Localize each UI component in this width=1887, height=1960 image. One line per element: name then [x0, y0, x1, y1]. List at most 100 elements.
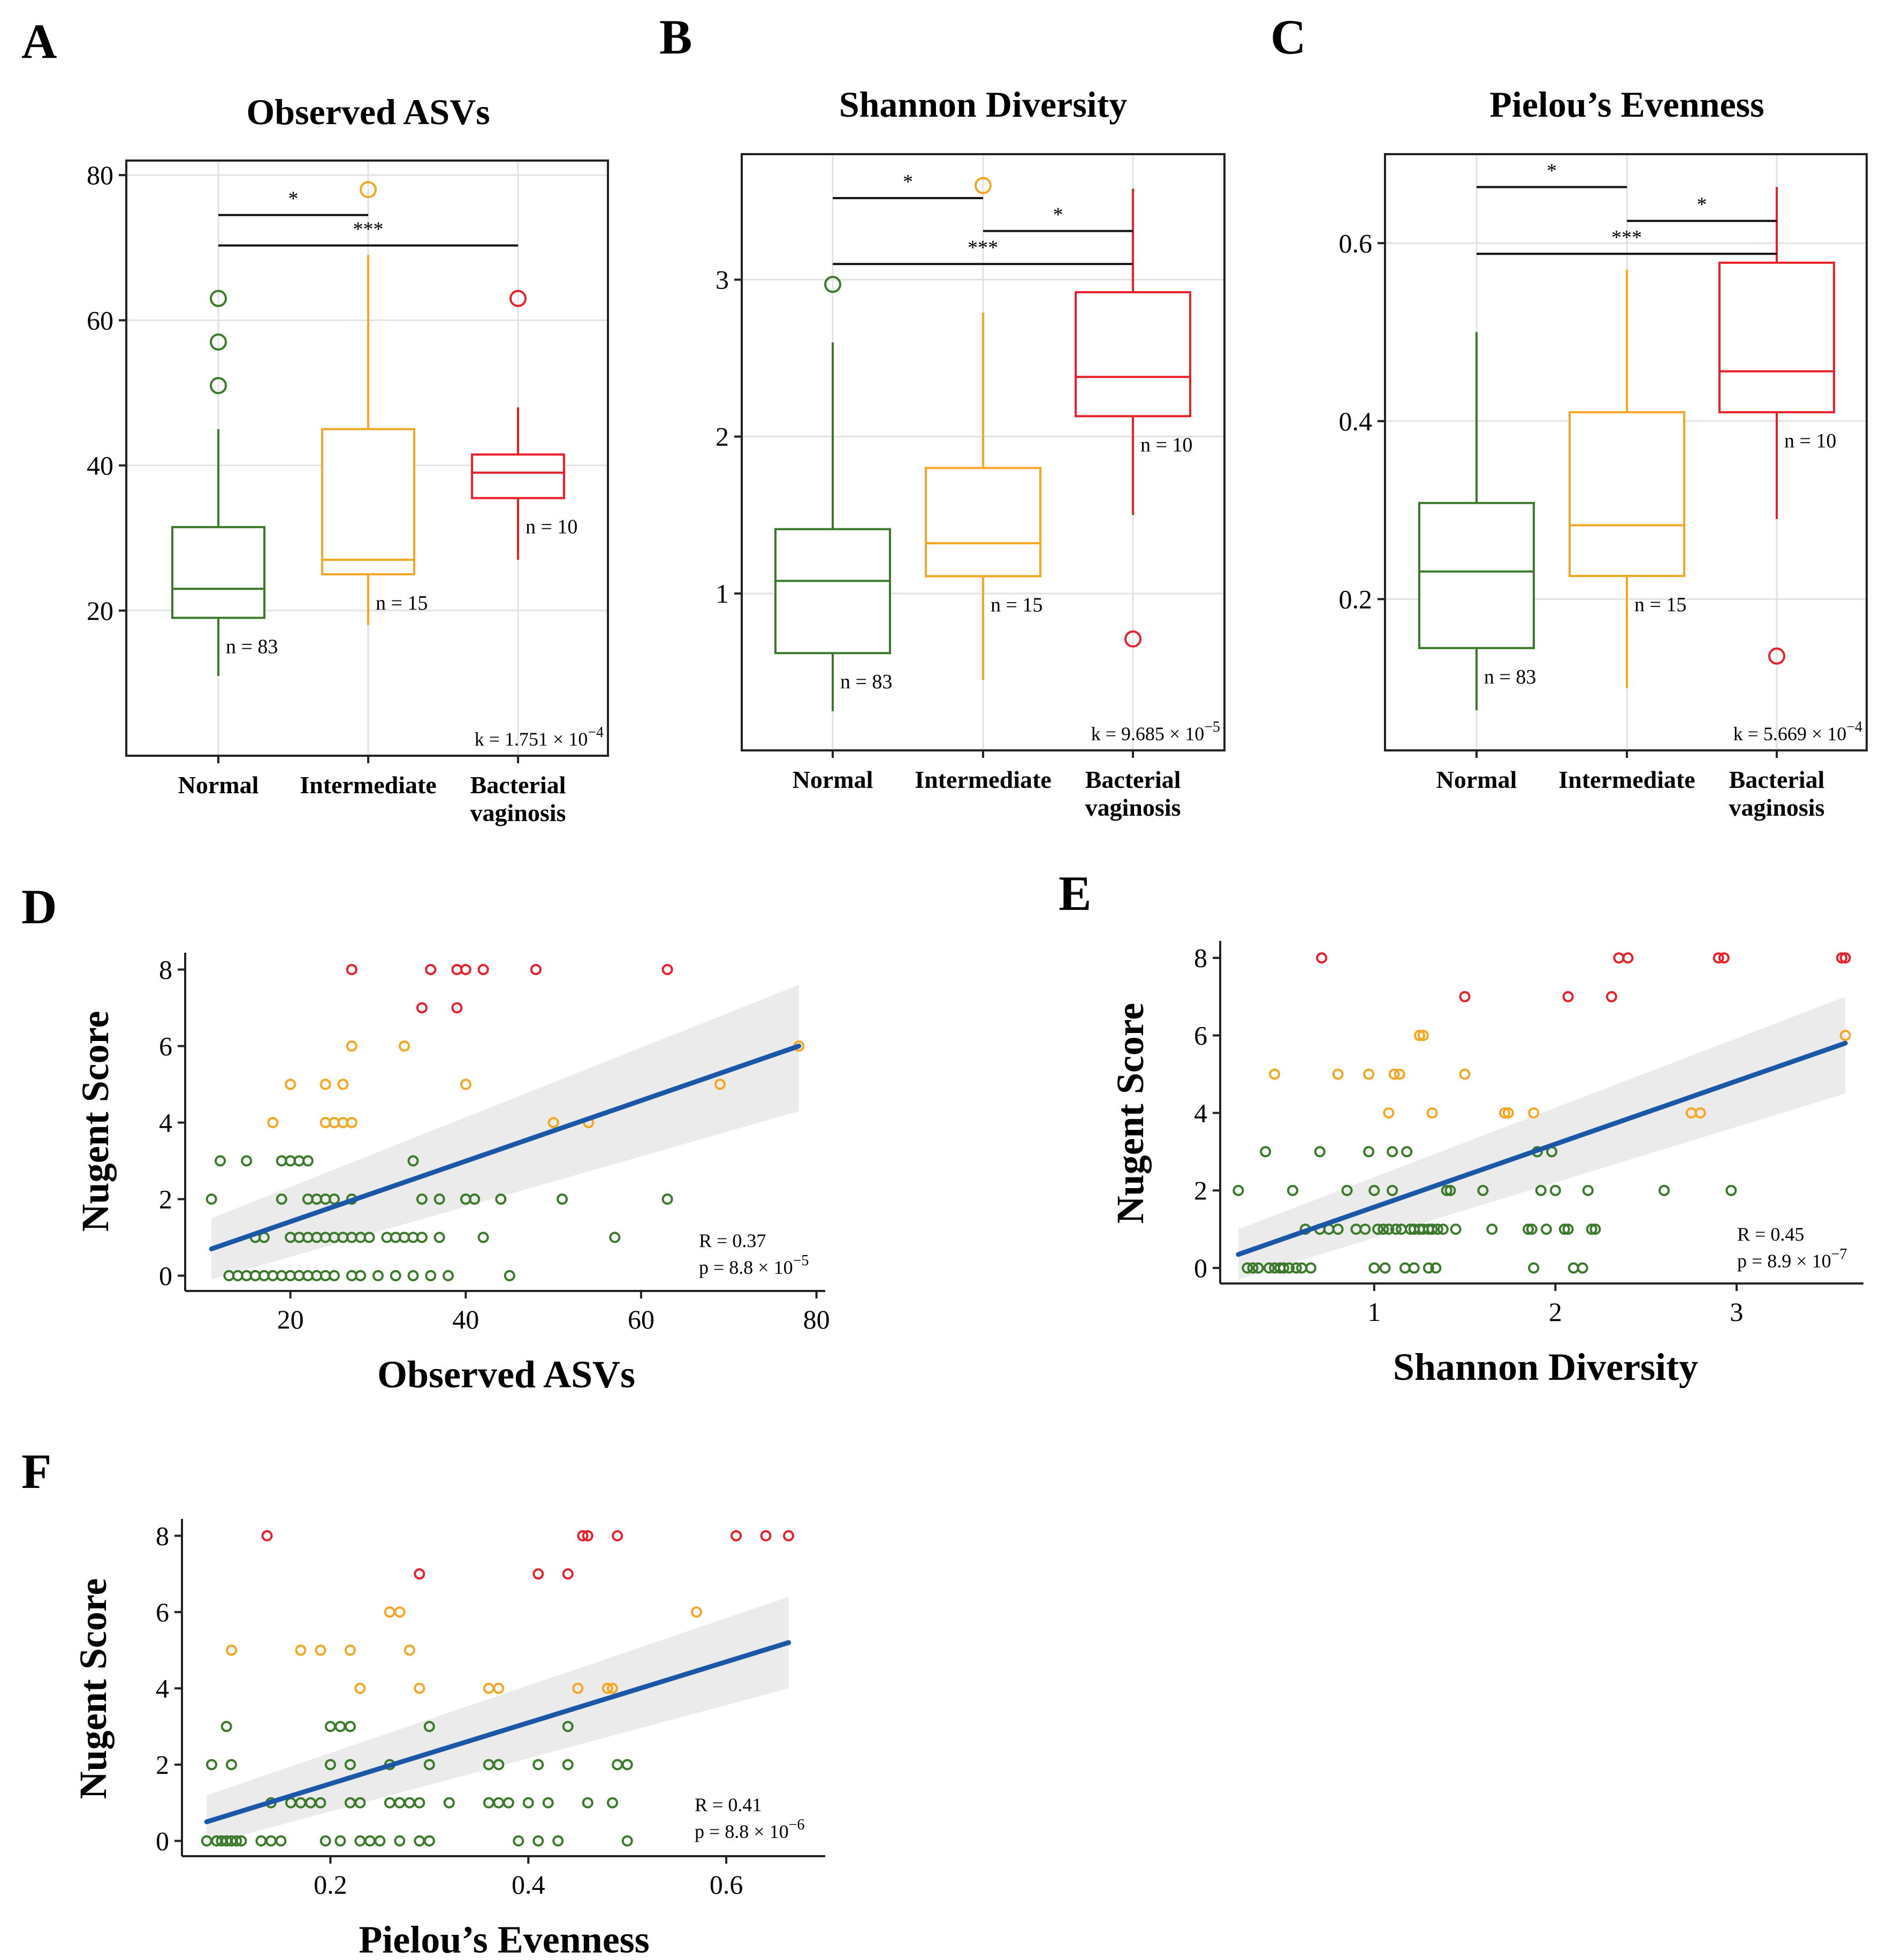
data-point-normal — [231, 1835, 242, 1847]
plot-area: 20 40 60 80 Normal Intermediate Bacterial vagin… — [87, 159, 609, 826]
data-point-normal — [355, 1270, 367, 1281]
panel-letter: C — [1270, 10, 1306, 64]
data-point-intermediate — [714, 1078, 726, 1090]
data-point-normal — [1290, 1262, 1302, 1274]
data-point-normal — [609, 1232, 621, 1243]
data-point-intermediate — [691, 1606, 703, 1618]
data-point-normal — [477, 1232, 489, 1243]
x-tick-label: 2 — [1549, 1297, 1562, 1327]
data-point-normal — [423, 1835, 435, 1847]
data-point-normal — [495, 1193, 507, 1205]
sample-size-label: n = 15 — [1634, 594, 1686, 616]
data-point-bv — [261, 1530, 273, 1541]
box — [1418, 502, 1535, 649]
confidence-band — [207, 1597, 789, 1845]
plot-area: 0 2 4 6 8 1 2 3 — [1194, 941, 1863, 1327]
category-label-line: Bacterial — [1085, 766, 1181, 793]
data-point-normal — [433, 1193, 445, 1205]
data-point-normal — [552, 1835, 564, 1847]
data-point-intermediate — [460, 1078, 471, 1090]
data-point-normal — [1287, 1184, 1298, 1196]
box — [471, 453, 565, 499]
data-point-intermediate — [414, 1682, 425, 1694]
panel-letter: F — [21, 1444, 51, 1499]
category-label-line: Normal — [793, 766, 873, 793]
data-point-normal — [372, 1270, 384, 1281]
category-label: Bacterial vaginosis — [1085, 766, 1181, 821]
data-point-intermediate — [225, 1644, 237, 1656]
data-point-bv — [346, 963, 357, 975]
data-point-normal — [513, 1835, 524, 1847]
data-point-bv — [1839, 952, 1851, 964]
category-label: Intermediate — [300, 771, 436, 799]
category-label-line: Normal — [178, 771, 259, 799]
significance-stars: *** — [353, 218, 384, 241]
data-point-normal — [1242, 1262, 1253, 1274]
data-point-normal — [363, 1232, 375, 1243]
data-point-normal — [621, 1835, 633, 1847]
data-point-normal — [1577, 1262, 1588, 1274]
data-point-intermediate — [1332, 1068, 1344, 1080]
outlier-point — [210, 377, 227, 394]
x-axis-title: Pielou’s Evenness — [359, 1918, 649, 1960]
data-point-normal — [1526, 1224, 1538, 1235]
box — [1075, 291, 1191, 417]
correlation-r: R = 0.45 — [1737, 1224, 1804, 1245]
data-point-normal — [1589, 1224, 1601, 1235]
category-label-line: Normal — [1436, 766, 1517, 793]
y-tick-label: 4 — [1194, 1098, 1207, 1128]
data-point-normal — [1582, 1184, 1594, 1196]
data-point-normal — [1450, 1224, 1462, 1235]
data-point-normal — [1528, 1262, 1540, 1274]
data-point-normal — [414, 1797, 425, 1809]
data-point-intermediate — [267, 1116, 279, 1128]
data-point-normal — [562, 1759, 574, 1771]
data-point-normal — [407, 1270, 419, 1281]
data-point-normal — [1387, 1184, 1398, 1196]
data-point-normal — [1562, 1224, 1574, 1235]
y-tick-label: 6 — [1194, 1021, 1207, 1051]
data-point-normal — [344, 1759, 356, 1771]
confidence-band — [1238, 997, 1846, 1280]
data-point-normal — [1252, 1262, 1264, 1274]
regression-line — [1236, 1040, 1848, 1257]
box — [774, 528, 891, 655]
data-point-bv — [460, 963, 471, 975]
plot-area: 0 2 4 6 8 0.2 0.4 0.6 — [156, 1519, 825, 1900]
panel-letter: E — [1059, 866, 1091, 921]
data-point-normal — [443, 1797, 455, 1809]
y-tick-label: 2 — [156, 1750, 169, 1780]
significance-stars: * — [903, 171, 913, 193]
data-point-normal — [504, 1270, 515, 1281]
data-point-normal — [1368, 1262, 1380, 1274]
data-point-normal — [329, 1270, 340, 1281]
box — [171, 526, 265, 619]
category-label: Bacterial vaginosis — [1729, 766, 1825, 821]
panel-d: D Nugent Score Observed ASVs 0 2 4 6 8 20 40 60… — [21, 879, 830, 1396]
correlation-r: R = 0.37 — [699, 1230, 766, 1251]
data-point-normal — [1247, 1262, 1259, 1274]
significance-stars: *** — [968, 237, 998, 259]
data-point-normal — [416, 1232, 428, 1243]
data-point-normal — [1430, 1262, 1442, 1274]
data-point-normal — [416, 1193, 428, 1205]
outlier-point — [824, 276, 841, 293]
x-tick-label: 1 — [1367, 1297, 1381, 1327]
data-point-intermediate — [572, 1682, 584, 1694]
data-point-normal — [319, 1835, 331, 1847]
data-point-normal — [1558, 1224, 1570, 1235]
data-point-bv — [414, 1568, 425, 1580]
data-point-normal — [1549, 1184, 1561, 1196]
data-point-normal — [542, 1797, 554, 1809]
panel-e: E Nugent Score Shannon Diversity 0 2 4 6 8 1 2… — [1059, 866, 1863, 1388]
data-point-normal — [522, 1797, 534, 1809]
data-point-intermediate — [394, 1606, 406, 1618]
y-tick-label: 40 — [87, 451, 113, 481]
significance-stars: *** — [1611, 226, 1642, 249]
data-point-normal — [1486, 1224, 1498, 1235]
data-point-bv — [1622, 952, 1634, 964]
panel-b: B Shannon Diversity 1 2 3 Normal Intermediat… — [659, 10, 1226, 821]
y-tick-label: 4 — [156, 1673, 169, 1703]
category-label-line: vaginosis — [1085, 794, 1181, 821]
